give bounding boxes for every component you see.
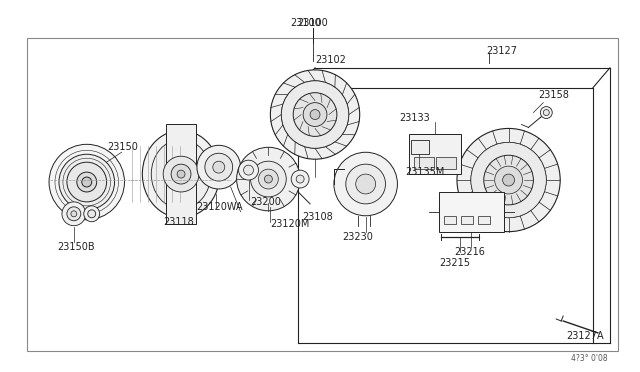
Circle shape <box>163 156 199 192</box>
Circle shape <box>71 211 77 217</box>
Text: 23150: 23150 <box>108 142 138 152</box>
Circle shape <box>502 174 515 186</box>
Text: 23135M: 23135M <box>405 167 445 177</box>
Text: 23120WA: 23120WA <box>196 202 243 212</box>
Text: 23215: 23215 <box>439 259 470 269</box>
Circle shape <box>457 128 560 232</box>
Text: 23118: 23118 <box>163 217 194 227</box>
Circle shape <box>346 164 385 204</box>
Circle shape <box>310 110 320 119</box>
Circle shape <box>293 93 337 137</box>
Circle shape <box>296 175 304 183</box>
Circle shape <box>84 206 100 222</box>
Circle shape <box>62 202 86 226</box>
Bar <box>439 192 504 232</box>
Circle shape <box>540 107 552 119</box>
Text: 23200: 23200 <box>250 197 282 207</box>
Text: 23100: 23100 <box>291 18 321 28</box>
Circle shape <box>495 166 522 194</box>
Circle shape <box>59 154 115 210</box>
Bar <box>444 216 456 224</box>
Text: 23133: 23133 <box>399 112 430 122</box>
Circle shape <box>334 152 397 216</box>
Bar <box>478 216 490 224</box>
Circle shape <box>67 162 107 202</box>
Ellipse shape <box>151 140 211 209</box>
Circle shape <box>303 103 327 126</box>
Circle shape <box>88 210 96 218</box>
Text: 23230: 23230 <box>342 232 372 242</box>
Circle shape <box>82 177 92 187</box>
Text: 23108: 23108 <box>302 212 333 222</box>
Circle shape <box>177 170 185 178</box>
Bar <box>412 140 429 154</box>
Text: 23127: 23127 <box>487 46 518 56</box>
Bar <box>461 216 473 224</box>
Text: 4?3° 0'08: 4?3° 0'08 <box>572 354 608 363</box>
Bar <box>436 157 456 169</box>
Circle shape <box>213 161 225 173</box>
Circle shape <box>471 142 547 218</box>
Circle shape <box>237 147 300 211</box>
Text: 23100: 23100 <box>298 18 328 28</box>
Ellipse shape <box>142 131 220 218</box>
Circle shape <box>205 153 233 181</box>
Circle shape <box>49 144 124 220</box>
Circle shape <box>171 164 191 184</box>
Circle shape <box>282 81 349 148</box>
Circle shape <box>239 160 259 180</box>
Bar <box>410 134 461 174</box>
Circle shape <box>291 170 309 188</box>
Bar <box>28 38 618 351</box>
Circle shape <box>259 169 278 189</box>
Circle shape <box>356 174 376 194</box>
Circle shape <box>250 161 286 197</box>
Circle shape <box>244 165 253 175</box>
Circle shape <box>67 207 81 221</box>
Text: 23158: 23158 <box>538 90 569 100</box>
Circle shape <box>197 145 241 189</box>
Circle shape <box>264 175 273 183</box>
Text: 23120M: 23120M <box>270 219 310 229</box>
Text: 23150B: 23150B <box>57 241 95 251</box>
Circle shape <box>77 172 97 192</box>
Text: 23216: 23216 <box>454 247 485 257</box>
Circle shape <box>270 70 360 159</box>
Text: 23102: 23102 <box>315 55 346 65</box>
Text: 23127A: 23127A <box>566 331 604 341</box>
Bar <box>414 157 434 169</box>
Bar <box>166 125 196 224</box>
Circle shape <box>543 110 549 116</box>
Circle shape <box>484 155 533 205</box>
